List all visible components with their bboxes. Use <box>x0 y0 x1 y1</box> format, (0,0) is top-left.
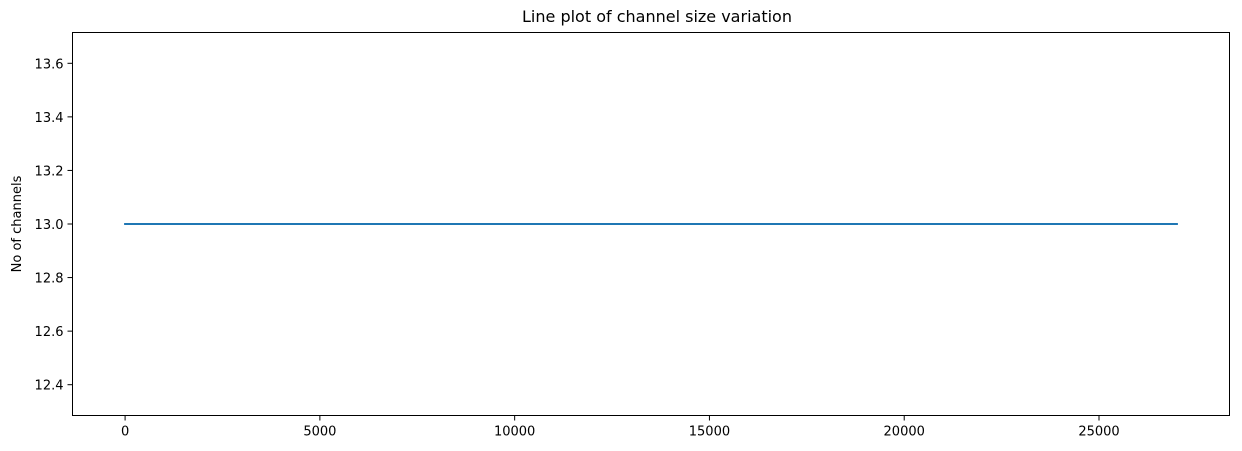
y-axis-label: No of channels <box>10 175 25 272</box>
y-tick-label: 13.0 <box>35 218 64 233</box>
x-tick-label: 20000 <box>884 425 925 440</box>
plot-frame <box>72 32 1230 416</box>
x-tick-label: 5000 <box>303 425 336 440</box>
y-tick-label: 13.4 <box>35 111 64 126</box>
x-tick-label: 10000 <box>494 425 535 440</box>
x-tick-label: 15000 <box>689 425 730 440</box>
x-tick-label: 0 <box>121 425 129 440</box>
y-tick-label: 12.6 <box>35 325 64 340</box>
y-tick-label: 13.6 <box>35 57 64 72</box>
chart-title: Line plot of channel size variation <box>522 7 792 26</box>
y-tick-label: 13.2 <box>35 164 64 179</box>
y-tick-label: 12.4 <box>35 379 64 394</box>
y-axis: 12.4 12.6 12.8 13.0 13.2 13.4 13.6 <box>35 57 73 394</box>
y-tick-label: 12.8 <box>35 272 64 287</box>
x-axis: 0 5000 10000 15000 20000 25000 <box>121 415 1120 440</box>
x-tick-label: 25000 <box>1078 425 1119 440</box>
